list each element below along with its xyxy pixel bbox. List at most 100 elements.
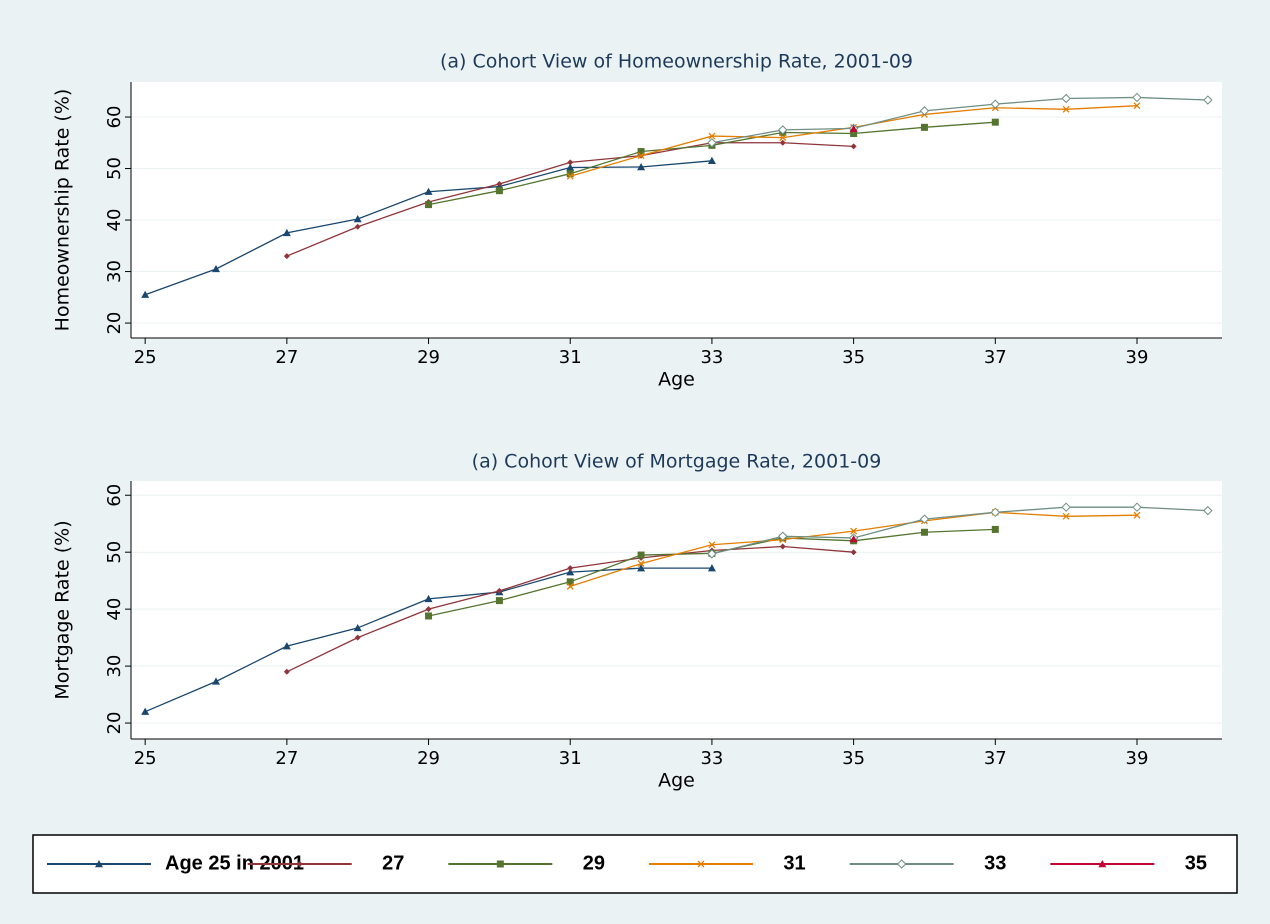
marker xyxy=(566,568,575,576)
marker xyxy=(354,223,361,230)
marker xyxy=(1203,95,1213,105)
marker xyxy=(296,861,303,867)
marker xyxy=(637,551,645,559)
x-tick-label: 25 xyxy=(134,347,157,368)
y-tick-label: 50 xyxy=(104,157,125,180)
marker xyxy=(425,612,433,620)
marker xyxy=(637,564,646,572)
legend-label: 33 xyxy=(984,852,1006,874)
marker xyxy=(1132,92,1142,103)
marker xyxy=(1133,511,1141,519)
marker xyxy=(353,215,362,223)
marker xyxy=(707,138,717,148)
marker xyxy=(697,860,705,868)
marker xyxy=(283,668,290,675)
series-line xyxy=(711,506,1208,555)
y-tick-label: 50 xyxy=(104,541,125,564)
marker xyxy=(496,587,503,594)
marker xyxy=(920,528,928,536)
legend-box xyxy=(32,834,1238,894)
marker xyxy=(495,187,503,195)
marker xyxy=(919,106,930,116)
marker xyxy=(920,123,928,131)
marker xyxy=(566,163,575,171)
x-tick-label: 37 xyxy=(984,347,1007,368)
marker xyxy=(567,159,574,166)
marker xyxy=(778,531,788,541)
marker xyxy=(849,535,858,543)
marker xyxy=(850,130,858,138)
marker xyxy=(896,859,907,869)
marker xyxy=(779,134,787,142)
marker xyxy=(282,228,291,237)
marker xyxy=(283,253,290,260)
marker xyxy=(141,290,150,298)
marker xyxy=(282,642,291,650)
marker xyxy=(1132,502,1142,512)
y-tick-label: 60 xyxy=(104,106,125,129)
y-tick-label: 20 xyxy=(104,712,125,735)
plot-area xyxy=(131,82,1222,338)
x-tick-label: 31 xyxy=(559,347,582,368)
marker xyxy=(637,560,645,568)
marker xyxy=(991,525,999,533)
series-line xyxy=(711,96,1208,144)
marker xyxy=(707,564,716,572)
marker xyxy=(778,125,788,135)
marker xyxy=(850,549,857,556)
chart-title: (a) Cohort View of Mortgage Rate, 2001-0… xyxy=(472,451,882,473)
y-axis-label: Homeownership Rate (%) xyxy=(52,89,74,332)
marker xyxy=(919,514,930,524)
marker xyxy=(991,118,999,126)
marker xyxy=(212,264,221,273)
y-tick-label: 30 xyxy=(104,260,125,283)
x-tick-label: 29 xyxy=(417,748,440,769)
x-tick-label: 27 xyxy=(275,748,298,769)
marker xyxy=(990,507,1001,518)
marker xyxy=(1061,502,1071,512)
y-axis-label: Mortgage Rate (%) xyxy=(52,520,74,699)
marker xyxy=(707,549,717,559)
marker xyxy=(708,132,716,140)
marker xyxy=(353,623,362,632)
x-axis-label: Age xyxy=(658,770,695,792)
y-tick-label: 30 xyxy=(104,655,125,678)
y-tick-label: 40 xyxy=(104,598,125,621)
legend-label: 29 xyxy=(583,852,605,874)
marker xyxy=(566,170,574,178)
marker xyxy=(424,594,433,603)
marker xyxy=(424,187,433,195)
y-tick-label: 20 xyxy=(104,312,125,335)
marker xyxy=(850,143,857,150)
marker xyxy=(567,565,574,572)
y-tick-label: 60 xyxy=(104,484,125,507)
marker xyxy=(1133,102,1141,110)
marker xyxy=(495,597,503,605)
marker xyxy=(990,99,1001,109)
marker xyxy=(1062,512,1070,520)
x-tick-label: 35 xyxy=(842,748,865,769)
marker xyxy=(141,707,150,715)
marker xyxy=(1061,93,1071,104)
marker xyxy=(496,180,503,187)
marker xyxy=(425,201,433,209)
marker xyxy=(95,860,103,868)
marker xyxy=(566,172,574,180)
marker xyxy=(212,677,221,685)
legend-label: 31 xyxy=(783,852,805,874)
marker xyxy=(850,527,858,535)
y-tick-label: 40 xyxy=(104,209,125,232)
x-tick-label: 37 xyxy=(984,748,1007,769)
plot-area xyxy=(131,481,1222,739)
legend-label: 27 xyxy=(382,852,404,874)
legend-label: Age 25 in 2001 xyxy=(165,852,304,874)
x-tick-label: 39 xyxy=(1126,347,1149,368)
marker xyxy=(1062,105,1070,113)
marker xyxy=(1098,860,1107,868)
marker xyxy=(707,156,716,165)
marker xyxy=(496,860,504,868)
x-tick-label: 35 xyxy=(842,347,865,368)
marker xyxy=(566,578,574,586)
marker xyxy=(779,139,786,146)
